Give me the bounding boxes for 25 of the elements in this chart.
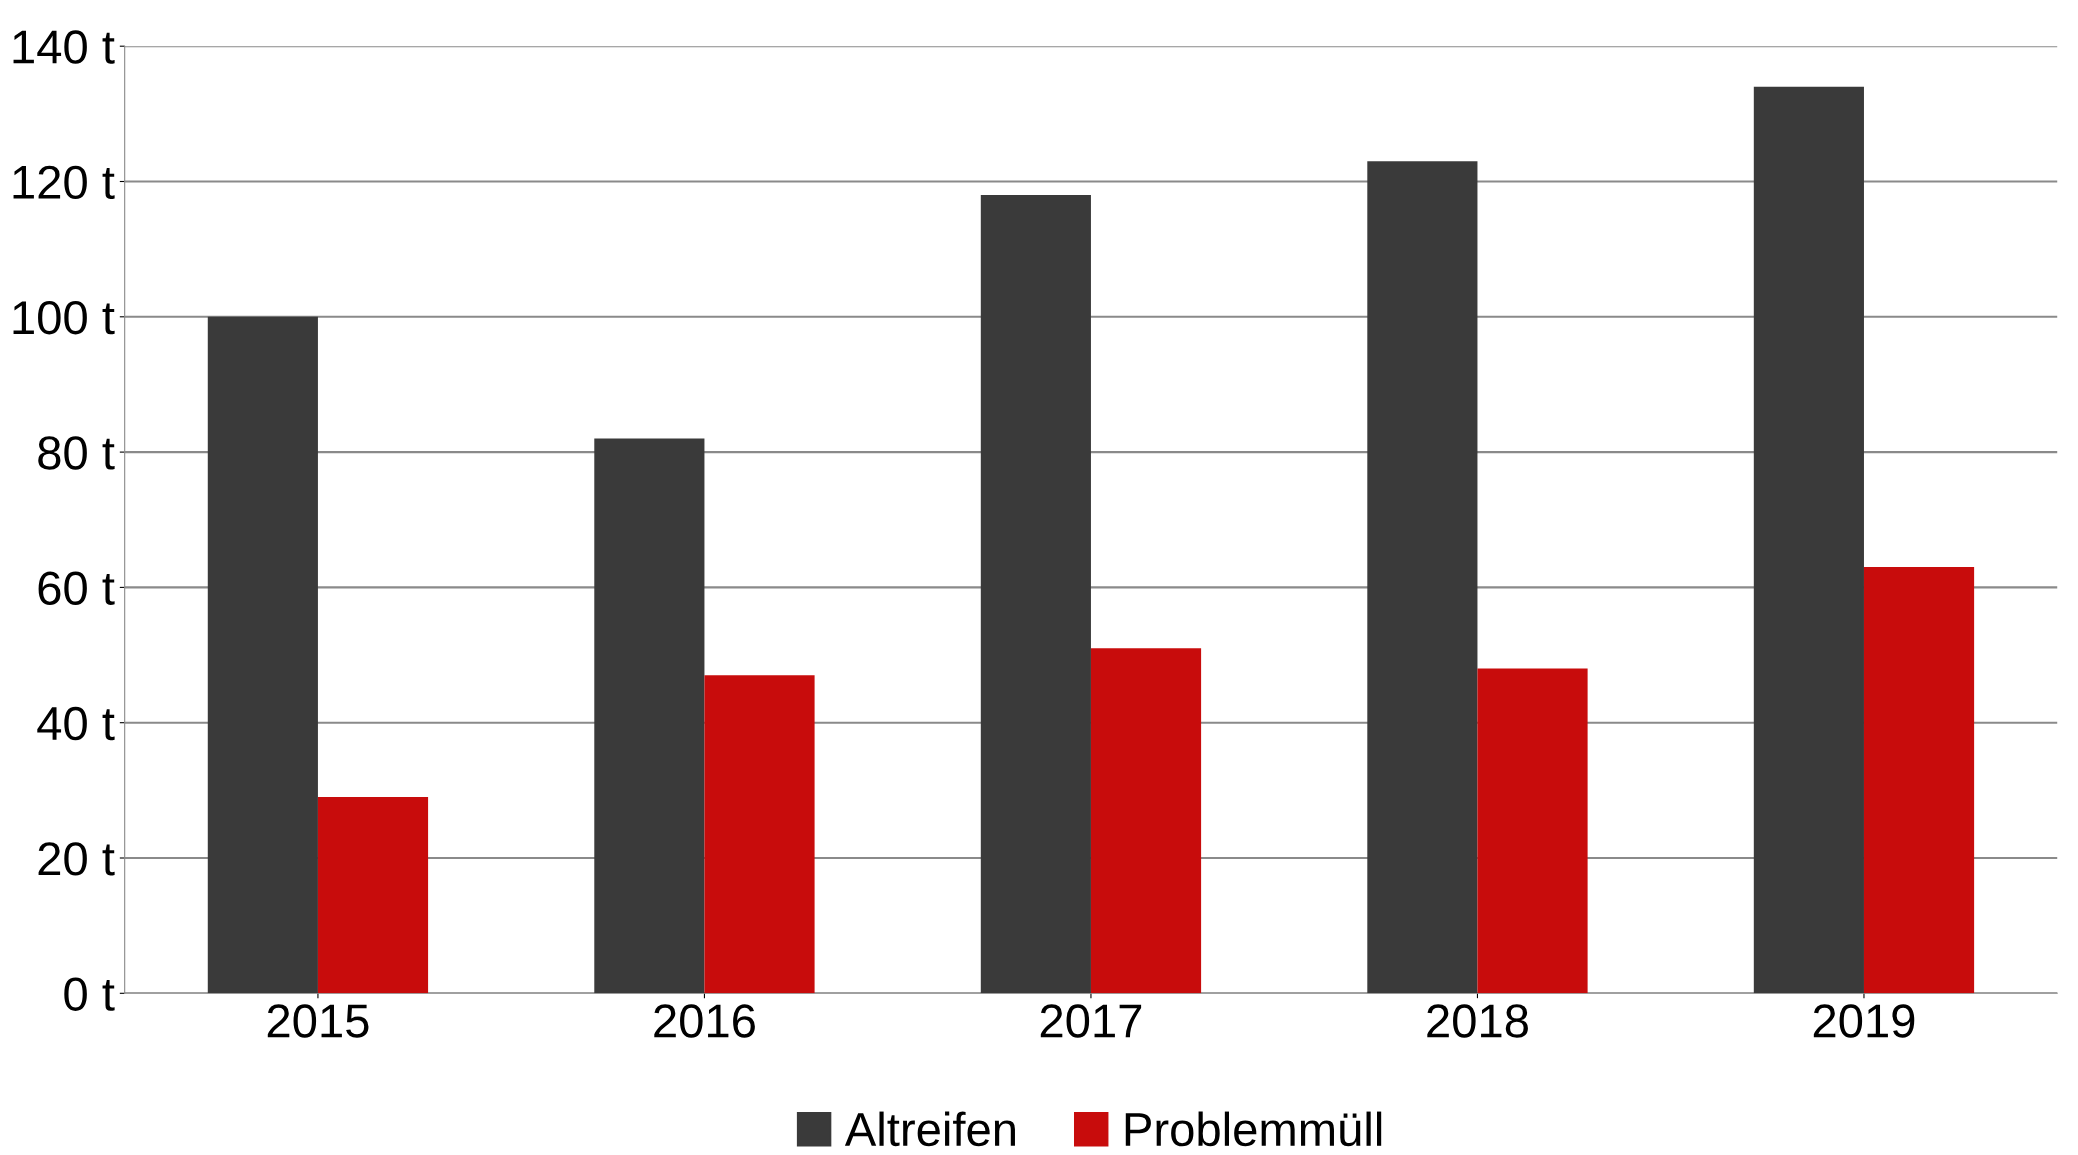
bar xyxy=(1477,668,1588,994)
legend-label: Altreifen xyxy=(844,1111,1015,1147)
y-tick-label: 120 t xyxy=(13,165,115,200)
bar xyxy=(317,797,429,994)
x-tick-label: 2016 xyxy=(654,1004,755,1038)
x-tick-label: 2019 xyxy=(1813,1004,1915,1038)
y-tick-label: 140 t xyxy=(13,30,115,64)
bar xyxy=(704,675,815,994)
bar xyxy=(1863,567,1975,994)
bar xyxy=(207,316,318,994)
y-tick-label: 80 t xyxy=(38,436,115,470)
legend-label: Problemmüll xyxy=(1125,1111,1382,1147)
x-tick-label: 2017 xyxy=(1040,1004,1142,1038)
bar xyxy=(980,195,1091,994)
x-tick-label: 2015 xyxy=(267,1004,369,1038)
x-tick-label: 2018 xyxy=(1427,1004,1528,1038)
y-tick-label: 60 t xyxy=(38,571,115,605)
bar xyxy=(594,438,705,994)
y-tick-label: 0 t xyxy=(64,977,115,1011)
y-tick-label: 40 t xyxy=(37,706,115,741)
bar xyxy=(1753,86,1864,994)
bar xyxy=(1367,161,1478,994)
bar xyxy=(1090,648,1202,994)
y-tick-label: 100 t xyxy=(13,300,115,335)
y-tick-label: 20 t xyxy=(38,842,115,876)
